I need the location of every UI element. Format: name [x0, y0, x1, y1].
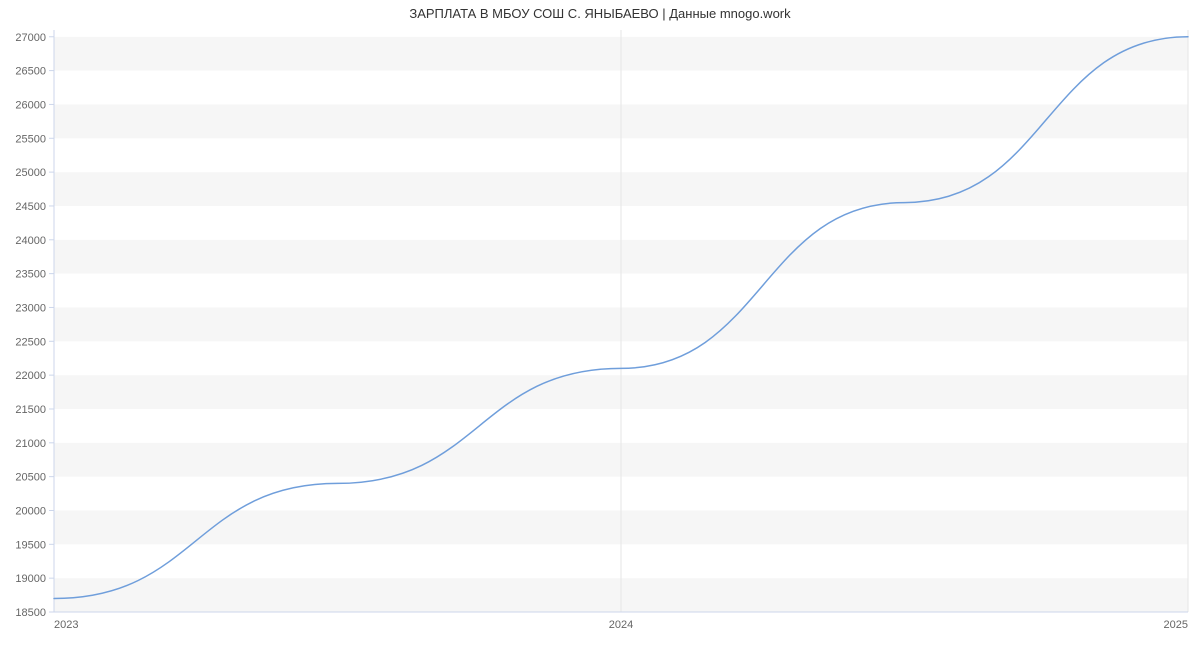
y-tick-label: 27000 — [15, 32, 46, 44]
y-tick-label: 21000 — [15, 438, 46, 450]
y-tick-label: 25000 — [15, 167, 46, 179]
y-tick-label: 21500 — [15, 404, 46, 416]
x-tick-label: 2023 — [54, 619, 78, 631]
y-tick-label: 19500 — [15, 539, 46, 551]
line-chart: ЗАРПЛАТА В МБОУ СОШ С. ЯНЫБАЕВО | Данные… — [0, 0, 1200, 650]
y-tick-label: 23500 — [15, 269, 46, 281]
x-tick-label: 2024 — [609, 619, 633, 631]
y-tick-label: 19000 — [15, 573, 46, 585]
y-tick-label: 26500 — [15, 66, 46, 78]
y-tick-label: 24000 — [15, 235, 46, 247]
y-tick-label: 18500 — [15, 607, 46, 619]
y-tick-label: 25500 — [15, 133, 46, 145]
x-tick-label: 2025 — [1164, 619, 1188, 631]
y-tick-label: 22500 — [15, 336, 46, 348]
y-tick-label: 24500 — [15, 201, 46, 213]
y-tick-label: 23000 — [15, 302, 46, 314]
y-tick-label: 22000 — [15, 370, 46, 382]
y-tick-label: 26000 — [15, 99, 46, 111]
y-tick-label: 20000 — [15, 505, 46, 517]
y-tick-label: 20500 — [15, 472, 46, 484]
chart-plot-area: 18500 19000 19500 20000 20500 21000 21500 22000… — [0, 0, 1200, 650]
